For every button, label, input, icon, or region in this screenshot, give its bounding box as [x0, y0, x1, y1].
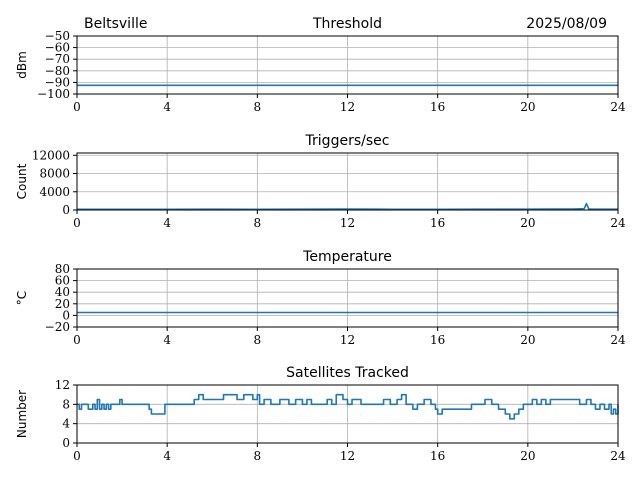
- x-tick-label: 20: [520, 100, 535, 114]
- y-tick-label: 40: [55, 285, 70, 299]
- x-tick-label: 12: [340, 333, 355, 347]
- panel-0: 0 4 8 12 16 20 24 −100−90−80−70−60−50 Threshold d…: [15, 16, 626, 114]
- x-tick-label: 4: [163, 333, 171, 347]
- series-line-0: [77, 393, 619, 420]
- station-label: Beltsville: [84, 16, 147, 32]
- y-axis-label: °C: [15, 291, 29, 305]
- x-tick-label: 24: [610, 216, 626, 230]
- x-tick-label: 8: [254, 333, 262, 347]
- date-label: 2025/08/09: [526, 16, 607, 32]
- y-tick-label: 4: [62, 417, 70, 431]
- panel-3: 0 4 8 12 16 20 24 0 4 8 12 Satellites Tracked Number: [15, 365, 626, 463]
- y-tick-label: −70: [45, 52, 70, 66]
- y-tick-label: 0: [62, 203, 70, 217]
- y-tick-label: 0: [62, 308, 70, 322]
- x-tick-label: 0: [73, 100, 81, 114]
- chart-title: Threshold: [312, 16, 382, 32]
- x-tick-label: 16: [430, 333, 445, 347]
- series-line-0: [76, 202, 619, 211]
- x-tick-label: 24: [610, 333, 626, 347]
- x-tick-label: 12: [340, 100, 355, 114]
- y-tick-label: −60: [45, 41, 70, 55]
- x-tick-label: 24: [610, 449, 626, 463]
- x-tick-label: 16: [430, 216, 445, 230]
- x-tick-label: 20: [520, 333, 535, 347]
- x-tick-label: 8: [254, 216, 262, 230]
- y-tick-label: −80: [45, 64, 70, 78]
- y-tick-label: −50: [45, 29, 70, 43]
- chart-title: Triggers/sec: [305, 133, 390, 149]
- x-tick-label: 16: [430, 449, 445, 463]
- x-tick-label: 4: [163, 216, 171, 230]
- y-tick-label: 20: [55, 297, 70, 311]
- x-tick-label: 20: [520, 449, 535, 463]
- y-axis-label: Number: [15, 390, 29, 438]
- chart-title: Temperature: [302, 249, 392, 265]
- y-tick-label: 8: [62, 397, 70, 411]
- x-tick-label: 4: [163, 449, 171, 463]
- x-tick-label: 0: [73, 333, 81, 347]
- panel-1: 0 4 8 12 16 20 24 0 4000 8000 12000 Triggers/sec Cou…: [15, 133, 626, 230]
- y-tick-label: −90: [45, 75, 70, 89]
- x-tick-label: 0: [73, 216, 81, 230]
- y-tick-label: 80: [55, 262, 70, 276]
- x-tick-label: 16: [430, 100, 445, 114]
- x-tick-label: 4: [163, 100, 171, 114]
- y-tick-label: 12000: [32, 148, 70, 162]
- y-tick-label: 4000: [39, 185, 70, 199]
- y-tick-label: 60: [55, 274, 70, 288]
- x-tick-label: 20: [520, 216, 535, 230]
- y-tick-label: 12: [55, 378, 70, 392]
- y-tick-label: −100: [37, 87, 70, 101]
- x-tick-label: 12: [340, 449, 355, 463]
- chart-title: Satellites Tracked: [286, 365, 409, 381]
- y-axis-label: dBm: [15, 51, 29, 79]
- x-tick-label: 12: [340, 216, 355, 230]
- x-tick-label: 24: [610, 100, 626, 114]
- y-tick-label: 0: [62, 436, 70, 450]
- y-tick-label: 8000: [39, 167, 70, 181]
- y-axis-label: Count: [15, 163, 29, 199]
- x-tick-label: 8: [254, 449, 262, 463]
- y-tick-label: −20: [45, 320, 70, 334]
- x-tick-label: 8: [254, 100, 262, 114]
- x-tick-label: 0: [73, 449, 81, 463]
